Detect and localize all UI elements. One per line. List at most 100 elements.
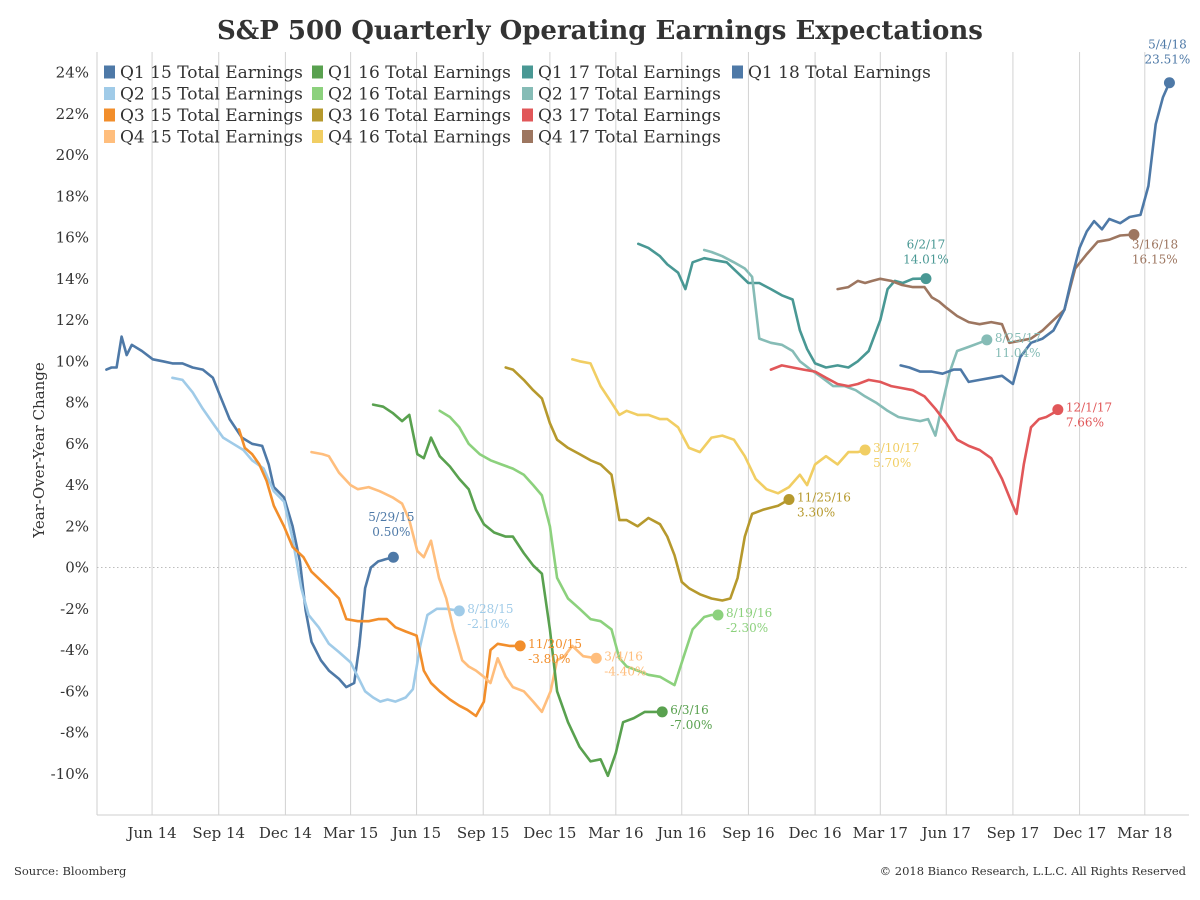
x-tick-label: Mar 18 [1117, 824, 1172, 842]
y-tick-label: -10% [51, 765, 89, 783]
series-line [702, 248, 989, 437]
end-label-date: 8/25/17 [995, 331, 1041, 345]
series-end-point [1052, 404, 1064, 416]
y-tick-label: 2% [65, 517, 89, 535]
y-tick-label: -2% [60, 600, 89, 618]
legend-label: Q2 17 Total Earnings [538, 85, 721, 105]
legend-swatch [104, 65, 115, 79]
end-label-date: 3/4/16 [604, 649, 643, 663]
series-end-point [783, 493, 795, 505]
y-tick-label: -6% [60, 682, 89, 700]
plot-frame [96, 52, 1189, 816]
end-label-date: 6/2/17 [907, 238, 946, 252]
source-note: Source: Bloomberg [14, 864, 127, 878]
end-label-value: 0.50% [372, 525, 410, 539]
end-label-date: 8/28/15 [467, 602, 513, 616]
series-end-point [387, 551, 399, 563]
end-label-value: -4.40% [604, 664, 646, 678]
series-end-point [590, 652, 602, 664]
end-label-value: 23.51% [1145, 53, 1191, 67]
x-tick-label: Dec 14 [259, 824, 312, 842]
y-axis-ticks: -10% -8% -6% -4% -2% 0% 2% 4% 6% 8% 10% 12% 14% 16% 18… [51, 64, 89, 783]
y-tick-label: 14% [56, 270, 89, 288]
end-label-value: 7.66% [1066, 416, 1104, 430]
x-tick-label: Jun 17 [920, 824, 971, 842]
legend-swatch [104, 130, 115, 143]
end-label-value: -3.80% [528, 652, 570, 666]
legend-swatch [522, 87, 533, 100]
legend-label: Q4 15 Total Earnings [120, 128, 303, 148]
end-label-date: 5/29/15 [368, 510, 414, 524]
y-tick-label: 8% [65, 394, 89, 412]
series-line [899, 81, 1171, 386]
series-lines [105, 77, 1175, 778]
vertical-gridlines [151, 52, 1146, 815]
y-tick-label: 20% [56, 146, 89, 164]
series-end-point [859, 444, 871, 456]
series-line [571, 358, 867, 495]
legend-label: Q3 16 Total Earnings [328, 106, 511, 126]
end-label-value: 16.15% [1132, 253, 1178, 267]
legend-swatch [312, 87, 323, 100]
legend-label: Q1 17 Total Earnings [538, 63, 721, 83]
end-label-date: 11/20/15 [528, 637, 582, 651]
end-label-date: 6/3/16 [670, 703, 709, 717]
legend-label: Q4 17 Total Earnings [538, 128, 721, 148]
end-label-date: 5/4/18 [1148, 38, 1187, 52]
end-label-value: -2.30% [726, 621, 768, 635]
x-tick-label: Mar 16 [588, 824, 643, 842]
end-label-value: 14.01% [903, 253, 949, 267]
y-tick-label: 12% [56, 311, 89, 329]
y-tick-label: -4% [60, 641, 89, 659]
legend-swatch [522, 65, 533, 79]
y-tick-label: 0% [65, 559, 89, 577]
legend-label: Q3 15 Total Earnings [120, 106, 303, 126]
legend-label: Q1 15 Total Earnings [120, 63, 303, 83]
legend-swatch [104, 87, 115, 100]
series-end-point [1128, 229, 1140, 241]
y-tick-label: 22% [56, 105, 89, 123]
x-tick-label: Sep 14 [192, 824, 245, 842]
legend-label: Q3 17 Total Earnings [538, 106, 721, 126]
end-label-value: 5.70% [873, 456, 911, 470]
series-end-point [920, 273, 932, 285]
series-line [637, 242, 928, 369]
legend-label: Q2 16 Total Earnings [328, 85, 511, 105]
end-label-date: 11/25/16 [797, 490, 851, 504]
chart-title: S&P 500 Quarterly Operating Earnings Exp… [217, 16, 983, 46]
y-tick-label: 18% [56, 187, 89, 205]
x-tick-label: Dec 16 [789, 824, 842, 842]
series-line [504, 366, 791, 602]
series-end-point [1163, 77, 1175, 89]
x-tick-label: Dec 15 [523, 824, 576, 842]
end-label-date: 12/1/17 [1066, 401, 1112, 415]
end-label-value: -2.10% [467, 617, 509, 631]
series-end-point [514, 640, 526, 652]
end-label-date: 3/10/17 [873, 441, 919, 455]
y-tick-label: 16% [56, 229, 89, 247]
series-line [237, 428, 522, 718]
series-line [438, 409, 720, 687]
x-tick-label: Sep 17 [987, 824, 1040, 842]
y-tick-label: -8% [60, 724, 89, 742]
series-line [105, 335, 395, 689]
legend-label: Q1 16 Total Earnings [328, 63, 511, 83]
series-end-point [712, 609, 724, 621]
legend-label: Q1 18 Total Earnings [748, 63, 931, 83]
series-line [836, 233, 1136, 345]
y-tick-label: 4% [65, 476, 89, 494]
x-tick-label: Jun 16 [655, 824, 706, 842]
x-tick-label: Jun 14 [125, 824, 176, 842]
end-label-value: -7.00% [670, 718, 712, 732]
x-tick-label: Jun 15 [390, 824, 441, 842]
legend-swatch [312, 130, 323, 143]
end-label-value: 3.30% [797, 505, 835, 519]
series-end-point [656, 706, 668, 718]
legend-swatch [312, 65, 323, 79]
end-labels: 5/29/150.50% 8/28/15-2.10% 11/20/15-3.80% 3… [368, 38, 1190, 732]
y-tick-label: 24% [56, 64, 89, 82]
legend-label: Q4 16 Total Earnings [328, 128, 511, 148]
legend-swatch [312, 108, 323, 122]
